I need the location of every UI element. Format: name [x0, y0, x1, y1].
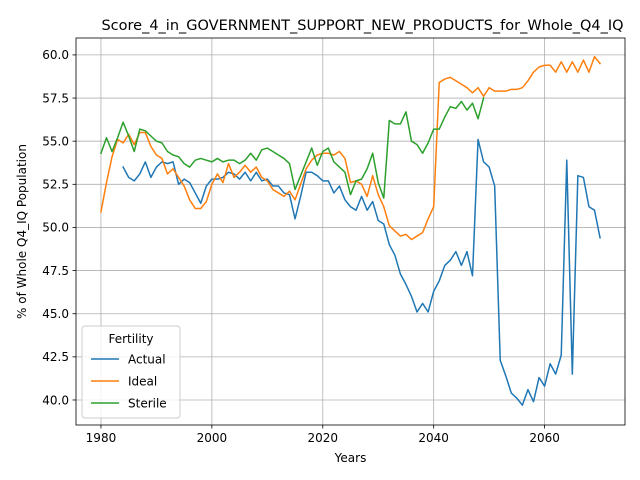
x-tick-label: 2040 [418, 431, 449, 445]
legend-box [81, 325, 181, 419]
axis-ticks: 1980 2000 2020 2040 2060 40.0 42.5 45.0 47.5 50.0… [42, 48, 560, 445]
y-tick-label: 45.0 [42, 307, 69, 321]
legend-items: Actual Ideal Sterile [91, 352, 167, 410]
x-tick-label: 2060 [529, 431, 560, 445]
legend-title: Fertility [108, 332, 153, 346]
legend: Fertility Actual Ideal Sterile [81, 325, 181, 419]
series-line-sterile [99, 97, 485, 199]
x-tick-label: 1980 [86, 431, 117, 445]
plot-frame [75, 37, 626, 426]
legend-label-sterile: Sterile [128, 396, 167, 410]
series-lines [99, 55, 602, 406]
x-axis-title: Years [334, 451, 367, 465]
y-tick-label: 60.0 [42, 48, 69, 62]
y-axis-title: % of Whole Q4_IQ Population [15, 144, 29, 319]
legend-label-actual: Actual [128, 352, 166, 366]
legend-label-ideal: Ideal [128, 374, 157, 388]
y-tick-label: 40.0 [42, 393, 69, 407]
chart-title: Score_4_in_GOVERNMENT_SUPPORT_NEW_PRODUC… [101, 18, 623, 34]
y-tick-label: 52.5 [42, 178, 69, 192]
series-line-actual [122, 138, 601, 406]
series-line-ideal [100, 55, 602, 241]
y-tick-label: 47.5 [42, 264, 69, 278]
y-tick-label: 42.5 [42, 350, 69, 364]
y-tick-label: 50.0 [42, 221, 69, 235]
y-tick-label: 57.5 [42, 91, 69, 105]
y-tick-label: 55.0 [42, 134, 69, 148]
x-tick-label: 2020 [307, 431, 338, 445]
grid [76, 38, 625, 425]
x-tick-label: 2000 [197, 431, 228, 445]
